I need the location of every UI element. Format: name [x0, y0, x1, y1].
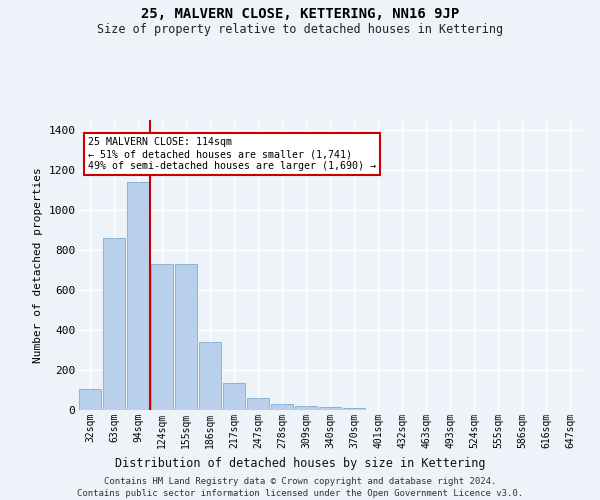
- Text: Size of property relative to detached houses in Kettering: Size of property relative to detached ho…: [97, 22, 503, 36]
- Bar: [223, 383, 245, 410]
- Bar: [271, 404, 293, 410]
- Bar: [127, 182, 149, 410]
- Bar: [151, 264, 173, 410]
- Bar: [199, 342, 221, 410]
- Bar: [295, 406, 317, 410]
- Text: Distribution of detached houses by size in Kettering: Distribution of detached houses by size …: [115, 458, 485, 470]
- Bar: [247, 398, 269, 410]
- Text: Contains public sector information licensed under the Open Government Licence v3: Contains public sector information licen…: [77, 489, 523, 498]
- Y-axis label: Number of detached properties: Number of detached properties: [32, 167, 43, 363]
- Bar: [175, 264, 197, 410]
- Text: Contains HM Land Registry data © Crown copyright and database right 2024.: Contains HM Land Registry data © Crown c…: [104, 478, 496, 486]
- Bar: [343, 408, 365, 410]
- Text: 25 MALVERN CLOSE: 114sqm
← 51% of detached houses are smaller (1,741)
49% of sem: 25 MALVERN CLOSE: 114sqm ← 51% of detach…: [88, 138, 376, 170]
- Bar: [319, 406, 341, 410]
- Text: 25, MALVERN CLOSE, KETTERING, NN16 9JP: 25, MALVERN CLOSE, KETTERING, NN16 9JP: [141, 8, 459, 22]
- Bar: [79, 390, 101, 410]
- Bar: [103, 238, 125, 410]
